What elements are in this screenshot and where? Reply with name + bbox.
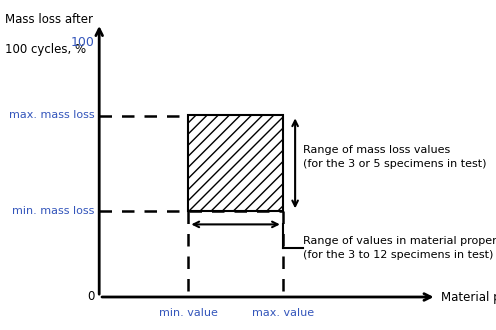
Text: min. mass loss: min. mass loss	[12, 206, 94, 216]
Text: min. value: min. value	[159, 309, 218, 318]
Text: Range of mass loss values
(for the 3 or 5 specimens in test): Range of mass loss values (for the 3 or …	[303, 145, 486, 169]
Bar	[188, 115, 283, 211]
Text: 100 cycles, %: 100 cycles, %	[5, 43, 86, 56]
Text: max. mass loss: max. mass loss	[8, 111, 94, 120]
Text: Material property: Material property	[441, 290, 496, 304]
Text: Range of values in material property
(for the 3 to 12 specimens in test): Range of values in material property (fo…	[303, 236, 496, 259]
Text: 0: 0	[87, 290, 94, 304]
Text: Mass loss after: Mass loss after	[5, 13, 93, 26]
Text: 100: 100	[70, 36, 94, 49]
Text: max. value: max. value	[251, 309, 314, 318]
